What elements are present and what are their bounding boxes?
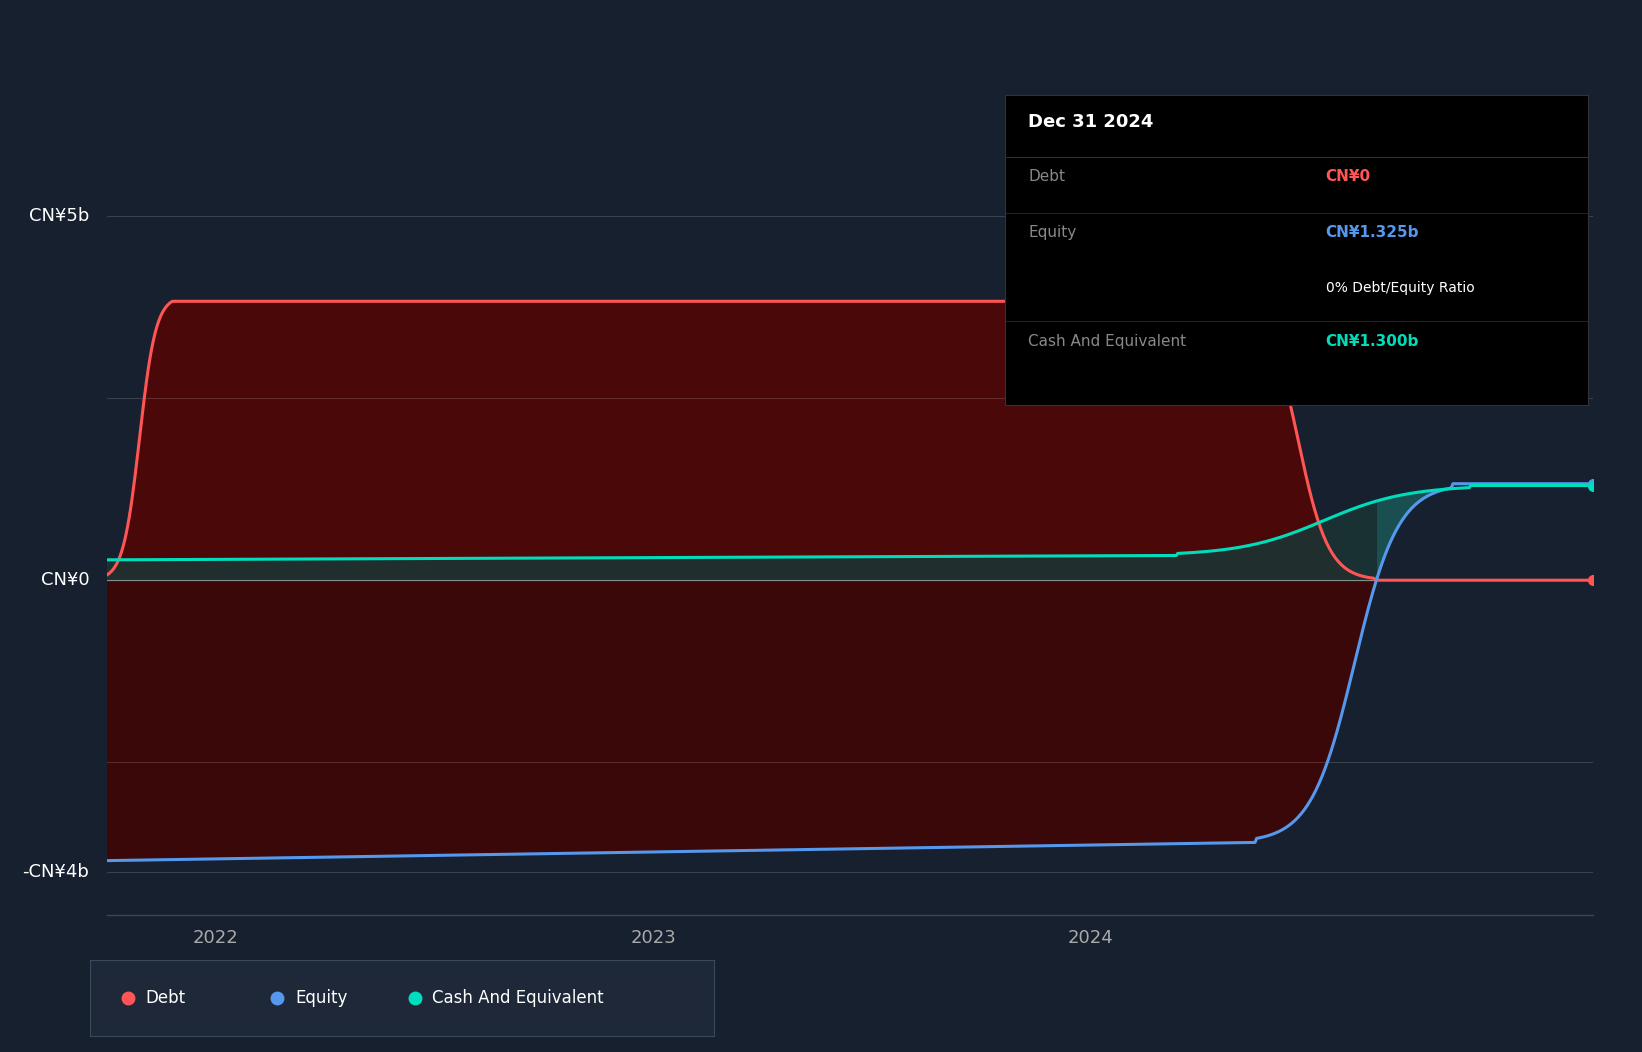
Text: Equity: Equity — [296, 989, 348, 1008]
Text: CN¥0: CN¥0 — [41, 571, 89, 589]
Text: Dec 31 2024: Dec 31 2024 — [1028, 114, 1154, 132]
Text: Debt: Debt — [144, 989, 186, 1008]
Text: 0% Debt/Equity Ratio: 0% Debt/Equity Ratio — [1325, 281, 1475, 295]
Text: -CN¥4b: -CN¥4b — [23, 863, 89, 881]
Text: CN¥5b: CN¥5b — [30, 207, 89, 225]
Text: Cash And Equivalent: Cash And Equivalent — [1028, 333, 1187, 348]
Text: Debt: Debt — [1028, 169, 1066, 184]
Text: CN¥0: CN¥0 — [1325, 169, 1371, 184]
Text: Equity: Equity — [1028, 225, 1077, 240]
Text: Cash And Equivalent: Cash And Equivalent — [432, 989, 604, 1008]
Text: CN¥1.300b: CN¥1.300b — [1325, 333, 1419, 348]
Text: CN¥1.325b: CN¥1.325b — [1325, 225, 1419, 240]
